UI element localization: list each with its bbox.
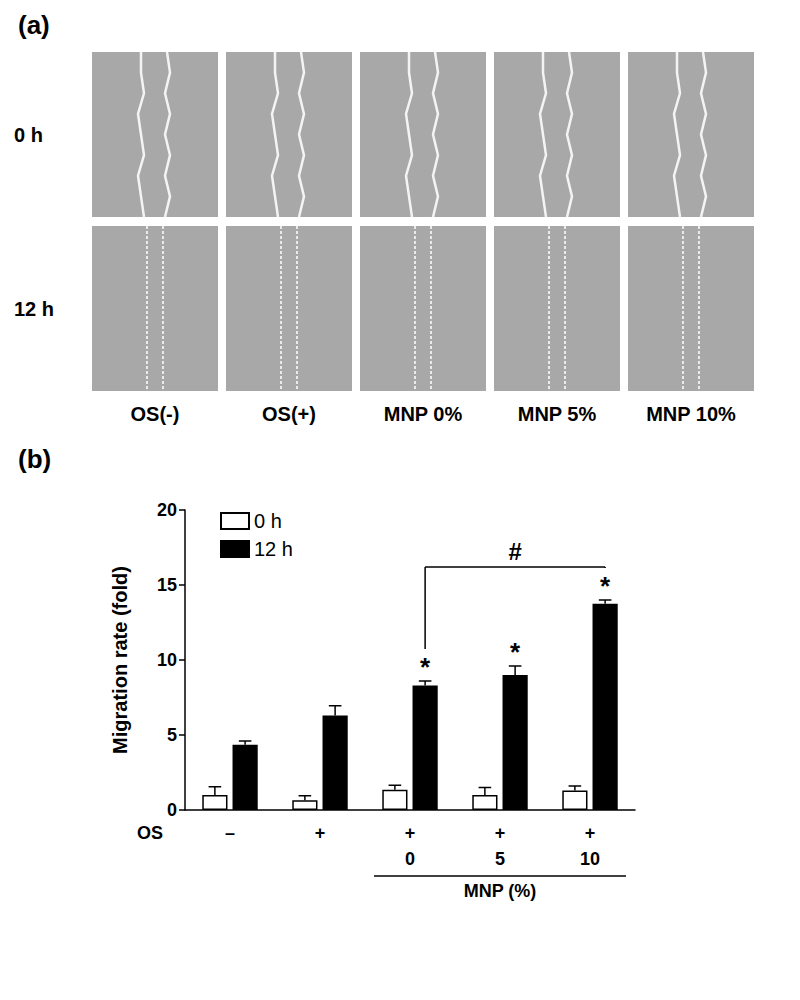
svg-text:0: 0: [167, 800, 177, 820]
svg-text:(a): (a): [18, 10, 50, 40]
svg-text:*: *: [600, 571, 611, 601]
svg-text:15: 15: [157, 575, 177, 595]
svg-text:MNP (%): MNP (%): [464, 881, 537, 901]
svg-text:5: 5: [495, 849, 505, 869]
svg-text:MNP 5%: MNP 5%: [518, 403, 597, 425]
svg-text:+: +: [585, 823, 596, 843]
svg-text:#: #: [508, 538, 521, 565]
svg-text:Migration rate (fold): Migration rate (fold): [109, 566, 131, 754]
svg-text:–: –: [225, 823, 235, 843]
svg-text:20: 20: [157, 500, 177, 520]
svg-text:0 h: 0 h: [254, 510, 282, 532]
svg-text:*: *: [510, 637, 521, 667]
svg-text:*: *: [420, 652, 431, 682]
svg-text:+: +: [495, 823, 506, 843]
svg-text:+: +: [405, 823, 416, 843]
svg-text:0 h: 0 h: [14, 124, 43, 146]
svg-text:12 h: 12 h: [254, 538, 293, 560]
svg-text:OS(-): OS(-): [131, 403, 180, 425]
svg-text:10: 10: [580, 849, 600, 869]
svg-text:MNP 10%: MNP 10%: [646, 403, 736, 425]
svg-text:OS(+): OS(+): [262, 403, 316, 425]
svg-text:5: 5: [167, 725, 177, 745]
svg-text:12 h: 12 h: [14, 298, 54, 320]
svg-text:MNP 0%: MNP 0%: [384, 403, 463, 425]
svg-text:OS: OS: [137, 823, 163, 843]
svg-text:(b): (b): [18, 444, 51, 474]
svg-text:0: 0: [405, 849, 415, 869]
svg-text:+: +: [315, 823, 326, 843]
svg-text:10: 10: [157, 650, 177, 670]
